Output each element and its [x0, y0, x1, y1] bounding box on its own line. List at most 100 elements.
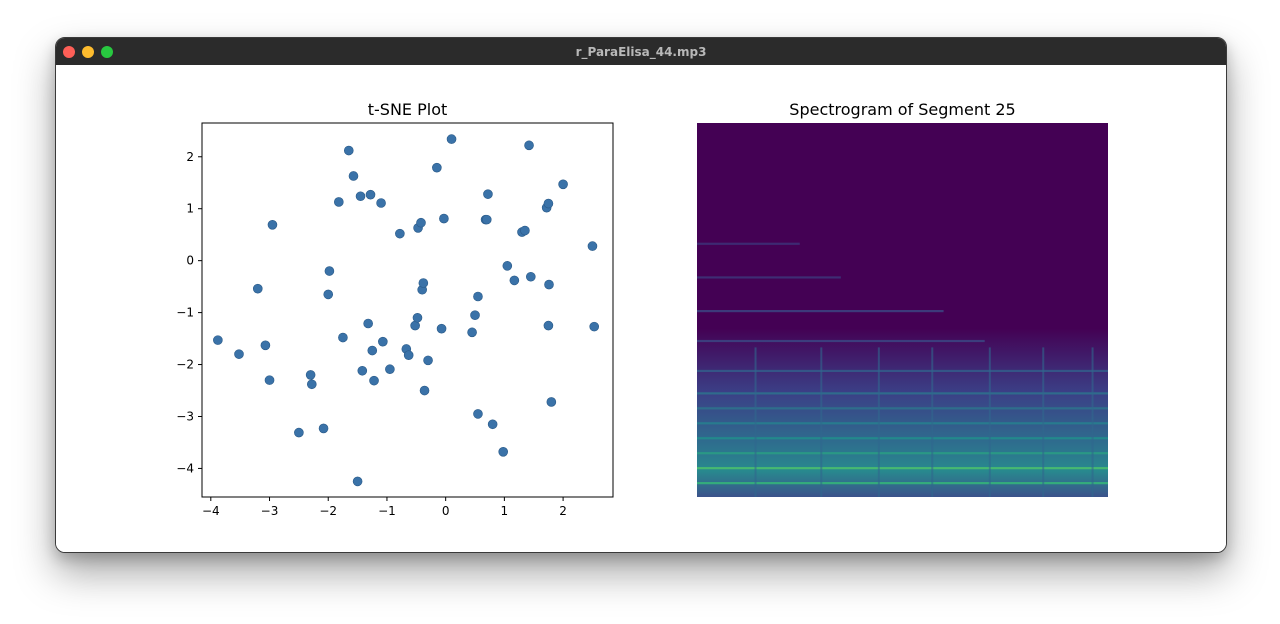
- scatter-point: [498, 447, 509, 457]
- spectrogram-band: [697, 392, 1108, 395]
- x-tick-label: 1: [501, 504, 509, 518]
- scatter-point: [412, 312, 423, 323]
- scatter-point: [318, 423, 329, 434]
- scatter-title: t-SNE Plot: [368, 100, 448, 119]
- scatter-point: [418, 278, 429, 288]
- scatter-points: [213, 134, 600, 487]
- scatter-point: [416, 217, 426, 228]
- spectrogram-band: [697, 407, 1108, 410]
- app-window: r_ParaElisa_44.mp3 t-SNE Plot −4 −3 −2 −1 0 1…: [55, 37, 1227, 553]
- scatter-point: [294, 427, 304, 438]
- scatter-point: [385, 364, 395, 375]
- scatter-point: [483, 189, 493, 199]
- scatter-point: [481, 214, 492, 225]
- x-tick-label: −1: [378, 504, 396, 518]
- spectrogram-onset: [1091, 347, 1094, 497]
- scatter-axes-frame: [201, 122, 614, 498]
- y-tick-label: −2: [176, 358, 194, 372]
- scatter-point: [338, 332, 348, 343]
- scatter-point: [467, 327, 477, 338]
- figure-canvas: t-SNE Plot −4 −3 −2 −1 0 1 2 −4 −3 −2 −1 0 1 2 Spectr…: [56, 65, 1226, 552]
- y-tick-label: −4: [176, 461, 194, 475]
- scatter-point: [355, 191, 366, 202]
- x-tick-label: −3: [261, 504, 279, 518]
- spectrogram-band: [697, 422, 1108, 425]
- window-title: r_ParaElisa_44.mp3: [575, 44, 707, 59]
- scatter-point: [234, 349, 244, 359]
- scatter-point: [432, 162, 442, 173]
- x-tick-label: −4: [202, 504, 220, 518]
- scatter-point: [363, 318, 373, 329]
- x-tick-label: 0: [442, 504, 450, 518]
- y-tick-label: 0: [186, 254, 194, 268]
- scatter-point: [403, 350, 414, 360]
- spectrogram-onset: [877, 347, 880, 497]
- spectrogram-onset: [820, 347, 823, 497]
- scatter-point: [439, 213, 449, 224]
- scatter-point: [525, 271, 536, 282]
- scatter-point: [378, 336, 388, 347]
- scatter-point: [306, 379, 317, 390]
- scatter-point: [524, 140, 534, 151]
- scatter-point: [395, 228, 405, 239]
- maximize-button[interactable]: [101, 46, 113, 58]
- scatter-point: [252, 283, 263, 294]
- scatter-point: [264, 375, 275, 385]
- scatter-point: [213, 335, 223, 345]
- scatter-point: [473, 291, 483, 302]
- scatter-point: [334, 197, 344, 207]
- scatter-point: [509, 275, 520, 286]
- scatter-point: [367, 345, 378, 356]
- scatter-point: [348, 171, 359, 181]
- scatter-point: [543, 320, 554, 331]
- spectrogram-onset: [754, 347, 757, 497]
- spectrogram-image: [697, 123, 1108, 497]
- scatter-point: [365, 189, 376, 200]
- spectrogram-onset: [931, 347, 934, 497]
- scatter-point: [520, 225, 530, 236]
- scatter-point: [587, 241, 598, 251]
- y-tick-label: −1: [176, 306, 194, 320]
- scatter-point: [546, 397, 557, 407]
- scatter-point: [423, 355, 433, 366]
- scatter-point: [357, 365, 368, 376]
- title-bar: r_ParaElisa_44.mp3: [56, 38, 1226, 65]
- spectrogram-band: [697, 452, 1108, 455]
- scatter-point: [543, 198, 554, 209]
- scatter-point: [487, 419, 498, 430]
- spectrogram-band: [697, 310, 944, 313]
- spectrogram-band: [697, 242, 800, 245]
- scatter-point: [558, 179, 568, 190]
- spectrogram-band: [697, 467, 1108, 470]
- y-tick-label: −3: [176, 409, 194, 423]
- minimize-button[interactable]: [82, 46, 94, 58]
- figure: t-SNE Plot −4 −3 −2 −1 0 1 2 −4 −3 −2 −1 0 1 2 Spectr…: [176, 100, 1108, 518]
- spectrogram-band: [697, 437, 1108, 440]
- scatter-ticks: −4 −3 −2 −1 0 1 2 −4 −3 −2 −1 0 1 2: [176, 150, 567, 518]
- x-tick-label: 2: [559, 504, 567, 518]
- spectrogram-band: [697, 369, 1108, 373]
- scatter-point: [473, 409, 483, 419]
- spectrogram-bands: [697, 242, 1108, 497]
- scatter-point: [376, 198, 386, 208]
- x-tick-label: −2: [319, 504, 337, 518]
- scatter-point: [369, 375, 379, 386]
- scatter-point: [323, 289, 334, 300]
- scatter-point: [470, 310, 480, 320]
- scatter-point: [343, 145, 354, 156]
- spectrogram-band: [697, 339, 985, 343]
- y-tick-label: 2: [186, 150, 194, 164]
- spectrogram-band: [697, 482, 1108, 485]
- close-button[interactable]: [63, 46, 75, 58]
- scatter-point: [502, 261, 513, 271]
- scatter-point: [446, 134, 457, 144]
- scatter-point: [544, 279, 554, 290]
- scatter-point: [352, 476, 363, 487]
- scatter-point: [436, 323, 447, 334]
- scatter-point: [419, 385, 430, 396]
- scatter-point: [589, 321, 600, 332]
- spectrogram-band: [697, 276, 841, 279]
- scatter-point: [324, 266, 335, 276]
- scatter-point: [267, 220, 278, 230]
- y-tick-label: 1: [186, 202, 194, 216]
